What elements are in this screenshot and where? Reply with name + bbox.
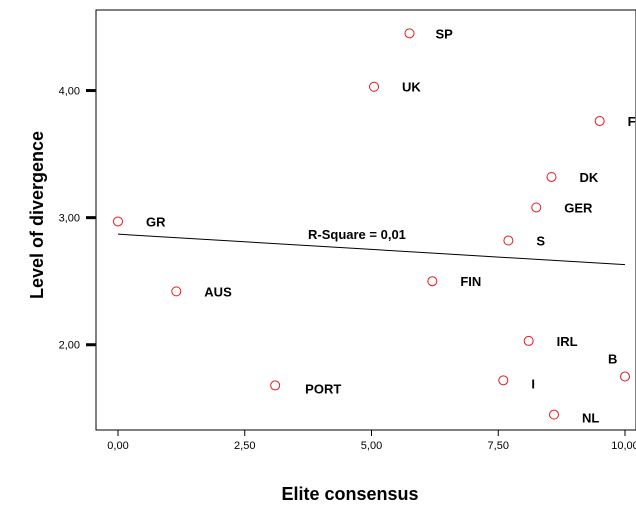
point-label: GR <box>146 214 166 229</box>
y-tick-label: 3,00 <box>59 213 80 225</box>
point-marker <box>549 409 560 420</box>
point-marker <box>531 202 542 213</box>
points-group: SP UK F DK GER GR S FIN AUS IRL B I PORT NL <box>113 26 636 426</box>
y-tick-label: 4,00 <box>59 86 80 98</box>
point-label: I <box>531 376 535 391</box>
y-tick-label: 2,00 <box>59 340 80 352</box>
point-marker <box>503 235 514 246</box>
point-marker <box>404 28 415 39</box>
fit-line <box>117 233 626 266</box>
point-label: SP <box>436 26 454 41</box>
point-label: F <box>628 114 636 129</box>
y-axis-title: Level of divergence <box>27 131 47 299</box>
point-label: S <box>536 234 545 249</box>
point-marker <box>427 276 438 287</box>
point-label: IRL <box>557 334 578 349</box>
point-marker <box>620 371 630 382</box>
point-marker <box>498 375 509 386</box>
point-label: UK <box>402 80 421 95</box>
point-label: AUS <box>204 284 232 299</box>
x-tick-label: 0,00 <box>107 440 128 452</box>
x-axis: 0,00 2,50 5,00 7,50 10,00 <box>107 430 636 452</box>
x-tick-label: 7,50 <box>488 440 509 452</box>
point-marker <box>523 335 534 346</box>
point-label: GER <box>564 200 593 215</box>
point-marker <box>270 380 281 391</box>
point-marker <box>546 171 557 182</box>
point-label: B <box>608 352 617 367</box>
y-axis: 2,00 3,00 4,00 <box>59 86 96 352</box>
point-label: NL <box>582 411 599 426</box>
point-label: FIN <box>460 274 481 289</box>
plot-frame <box>95 9 636 431</box>
point-marker <box>113 216 123 227</box>
point-label: PORT <box>305 381 341 396</box>
point-marker <box>369 81 380 92</box>
x-tick-label: 2,50 <box>234 440 255 452</box>
x-tick-label: 5,00 <box>361 440 382 452</box>
r-square-annotation: R-Square = 0,01 <box>308 227 406 242</box>
point-marker <box>594 116 605 127</box>
point-label: DK <box>579 170 598 185</box>
fit-line-group <box>117 233 626 266</box>
x-axis-title: Elite consensus <box>281 484 418 504</box>
x-tick-label: 10,00 <box>611 440 636 452</box>
point-marker <box>171 286 182 297</box>
